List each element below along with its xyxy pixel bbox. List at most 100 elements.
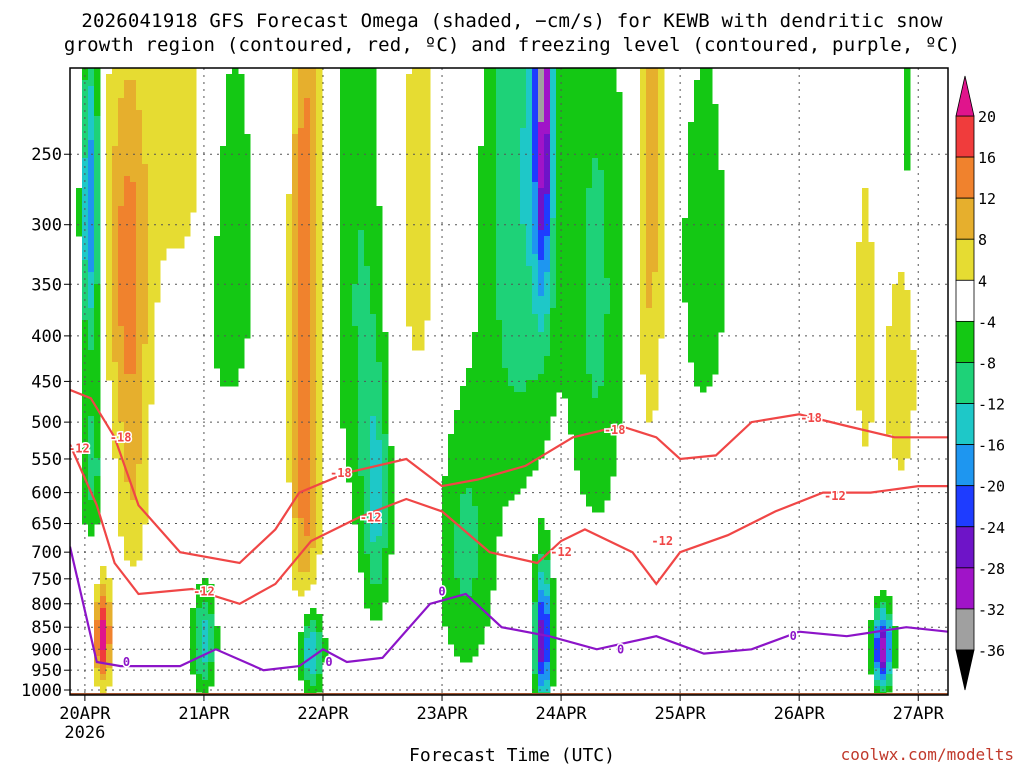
omega-cell xyxy=(484,158,491,165)
omega-cell xyxy=(136,398,143,405)
omega-cell xyxy=(490,398,497,405)
omega-cell xyxy=(490,212,497,219)
omega-cell xyxy=(574,368,581,375)
omega-cell xyxy=(472,644,479,651)
omega-cell xyxy=(352,506,359,513)
omega-cell xyxy=(586,104,593,111)
omega-cell xyxy=(292,152,299,159)
omega-cell xyxy=(142,236,149,243)
omega-cell xyxy=(466,500,473,507)
omega-cell xyxy=(556,350,563,357)
omega-cell xyxy=(196,656,203,663)
omega-cell xyxy=(148,356,155,363)
omega-cell xyxy=(568,338,575,345)
omega-cell xyxy=(412,104,419,111)
omega-cell xyxy=(88,440,95,447)
omega-cell xyxy=(304,380,311,387)
omega-cell xyxy=(550,110,557,117)
omega-cell xyxy=(502,140,509,147)
omega-cell xyxy=(346,176,353,183)
omega-cell xyxy=(352,86,359,93)
omega-cell xyxy=(94,458,101,465)
omega-cell xyxy=(544,656,551,663)
omega-cell xyxy=(166,230,173,237)
omega-cell xyxy=(298,428,305,435)
omega-cell xyxy=(232,368,239,375)
omega-cell xyxy=(124,284,131,291)
omega-cell xyxy=(562,170,569,177)
omega-cell xyxy=(616,332,623,339)
omega-cell xyxy=(370,164,377,171)
omega-cell xyxy=(298,194,305,201)
omega-cell xyxy=(532,392,539,399)
omega-cell xyxy=(154,146,161,153)
omega-cell xyxy=(358,152,365,159)
omega-cell xyxy=(538,212,545,219)
omega-cell xyxy=(514,386,521,393)
omega-cell xyxy=(586,206,593,213)
omega-cell xyxy=(526,200,533,207)
omega-cell xyxy=(118,74,125,81)
omega-cell xyxy=(358,440,365,447)
omega-cell xyxy=(292,566,299,573)
omega-cell xyxy=(130,554,137,561)
omega-cell xyxy=(526,104,533,111)
omega-cell xyxy=(214,296,221,303)
omega-cell xyxy=(172,158,179,165)
omega-cell xyxy=(130,434,137,441)
omega-cell xyxy=(478,626,485,633)
omega-cell xyxy=(310,260,317,267)
omega-cell xyxy=(316,128,323,135)
omega-cell xyxy=(82,404,89,411)
omega-cell xyxy=(304,536,311,543)
omega-cell xyxy=(592,320,599,327)
omega-cell xyxy=(346,458,353,465)
omega-cell xyxy=(82,350,89,357)
omega-cell xyxy=(370,302,377,309)
omega-cell xyxy=(484,440,491,447)
omega-cell xyxy=(304,224,311,231)
omega-cell xyxy=(580,416,587,423)
omega-cell xyxy=(298,398,305,405)
omega-cell xyxy=(562,392,569,399)
omega-cell xyxy=(310,494,317,501)
omega-cell xyxy=(598,158,605,165)
omega-cell xyxy=(496,458,503,465)
omega-cell xyxy=(658,230,665,237)
omega-cell xyxy=(124,362,131,369)
omega-cell xyxy=(358,92,365,99)
omega-cell xyxy=(358,326,365,333)
omega-cell xyxy=(172,146,179,153)
omega-cell xyxy=(538,686,545,693)
omega-cell xyxy=(88,116,95,123)
omega-cell xyxy=(592,506,599,513)
omega-cell xyxy=(598,92,605,99)
omega-cell xyxy=(586,242,593,249)
omega-cell xyxy=(352,254,359,261)
omega-cell xyxy=(550,128,557,135)
omega-cell xyxy=(202,578,209,585)
omega-cell xyxy=(526,308,533,315)
omega-cell xyxy=(484,368,491,375)
omega-cell xyxy=(478,368,485,375)
omega-cell xyxy=(532,452,539,459)
omega-cell xyxy=(604,98,611,105)
omega-cell xyxy=(508,158,515,165)
omega-cell xyxy=(238,182,245,189)
omega-cell xyxy=(88,206,95,213)
omega-cell xyxy=(388,530,395,537)
omega-cell xyxy=(184,104,191,111)
omega-cell xyxy=(130,290,137,297)
omega-cell xyxy=(316,332,323,339)
omega-cell xyxy=(496,302,503,309)
omega-cell xyxy=(508,296,515,303)
omega-cell xyxy=(598,284,605,291)
omega-cell xyxy=(484,260,491,267)
omega-cell xyxy=(574,308,581,315)
omega-cell xyxy=(184,230,191,237)
omega-cell xyxy=(490,512,497,519)
omega-cell xyxy=(682,266,689,273)
omega-cell xyxy=(520,278,527,285)
omega-cell xyxy=(292,140,299,147)
omega-cell xyxy=(376,614,383,621)
